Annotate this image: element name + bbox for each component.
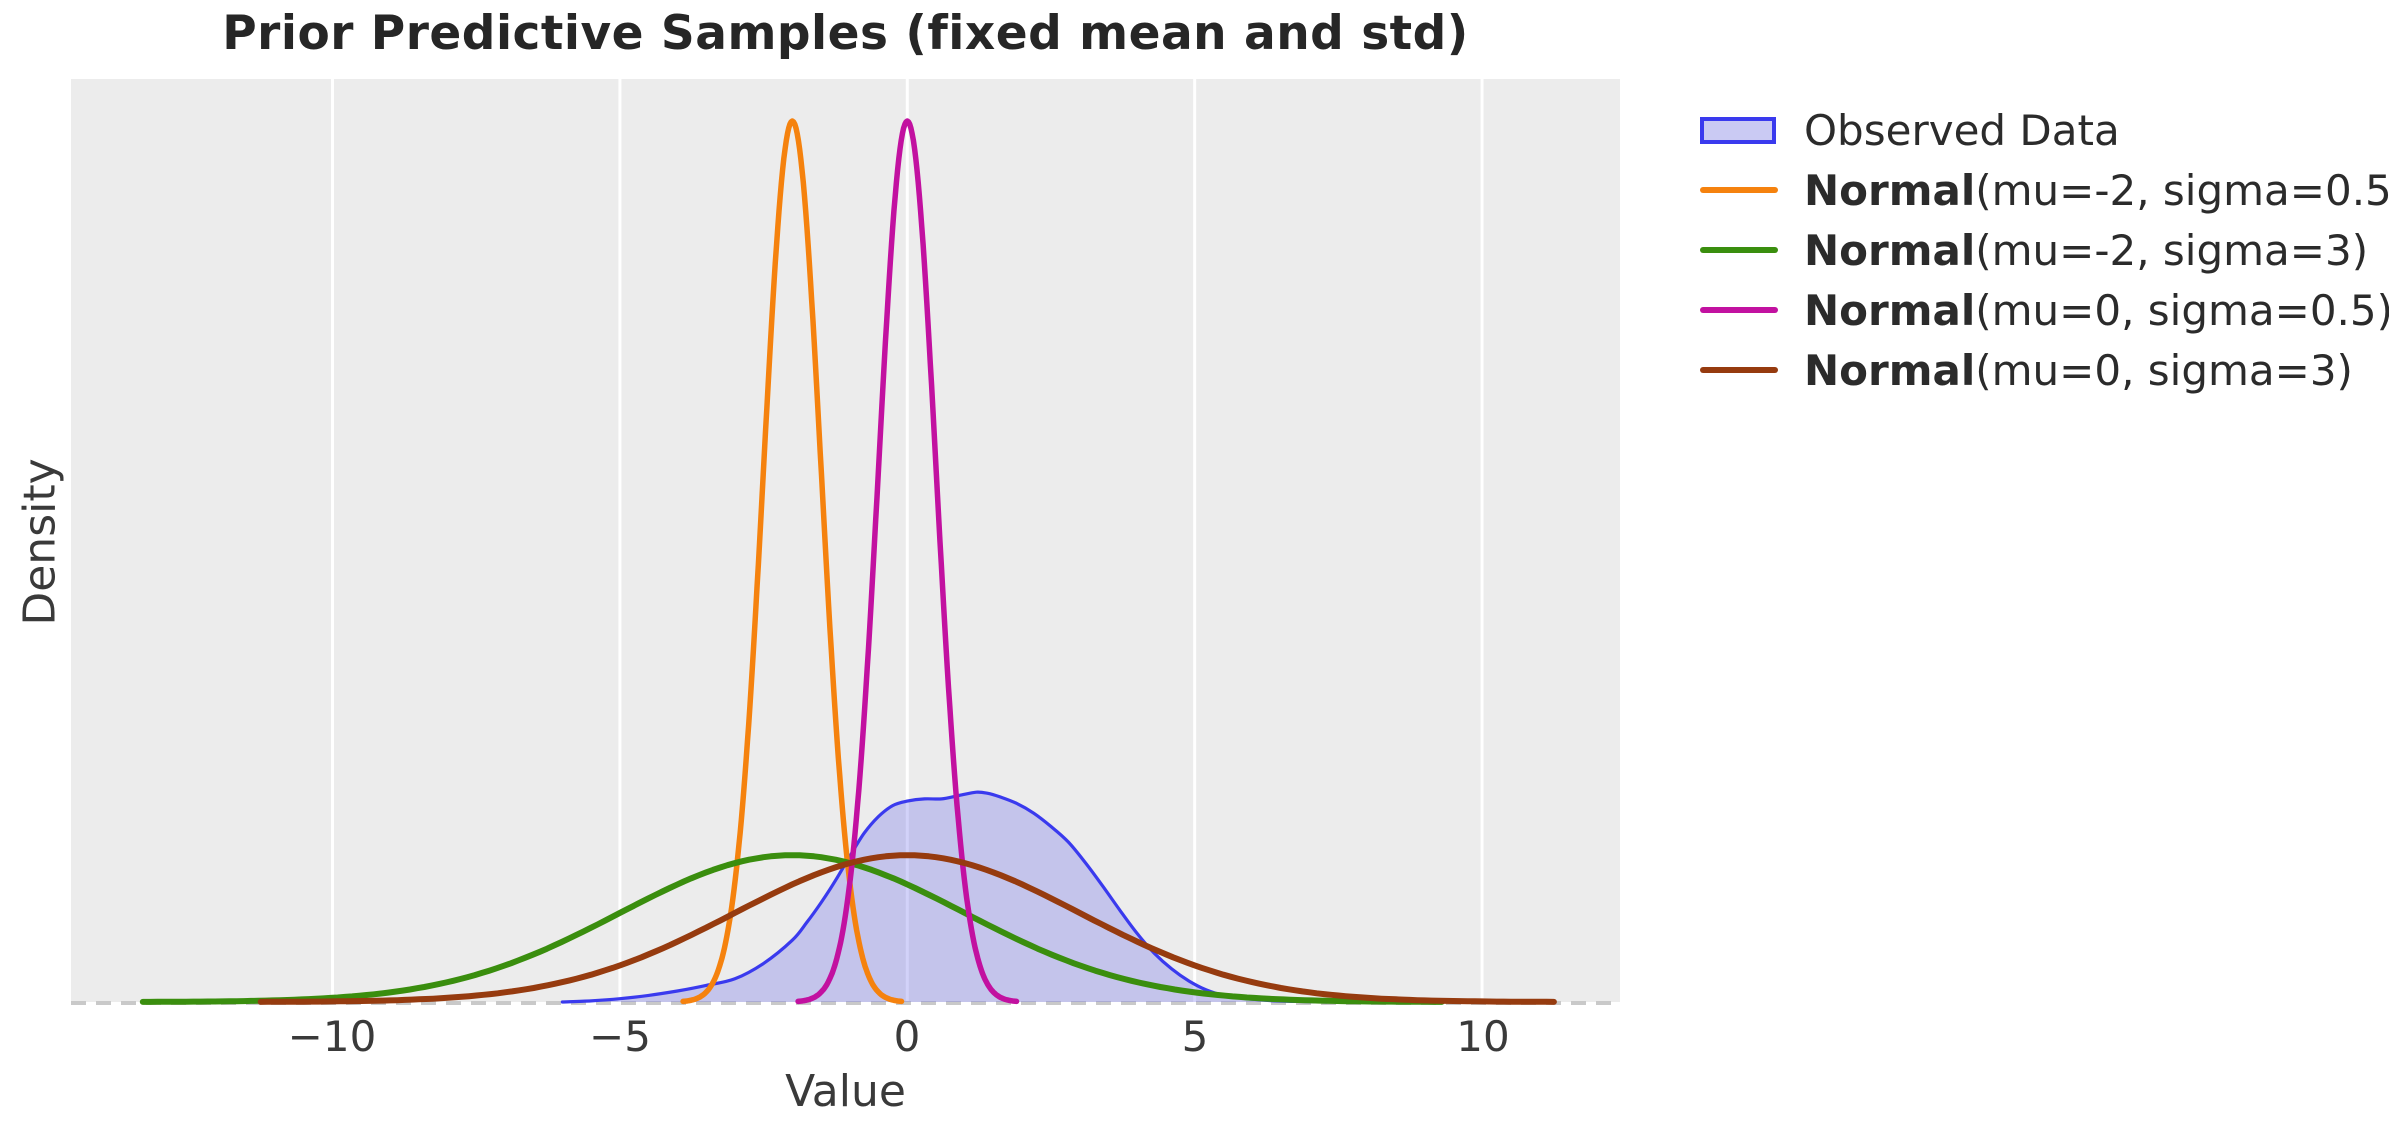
legend-label: Normal(mu=0, sigma=3)	[1804, 346, 2353, 395]
legend-label-bold: Normal	[1804, 165, 1976, 215]
legend-label-rest: (mu=-2, sigma=3)	[1975, 225, 2369, 275]
legend-item-normal-1: Normal(mu=-2, sigma=0.5)	[1700, 160, 2389, 220]
curve-normal-mu-neg2-sigma-0p5	[680, 118, 905, 1005]
brown-line-icon	[1700, 367, 1778, 373]
observed-data-patch-icon	[1700, 116, 1776, 144]
legend-item-normal-2: Normal(mu=-2, sigma=3)	[1700, 220, 2389, 280]
legend-swatch-cell	[1700, 307, 1778, 313]
green-line-icon	[1700, 247, 1778, 253]
legend-label: Normal(mu=-2, sigma=0.5)	[1804, 166, 2389, 215]
legend-label-rest: Observed Data	[1804, 105, 2120, 155]
legend-item-observed-data: Observed Data	[1700, 100, 2389, 160]
curve-normal-mu-0-sigma-0p5	[795, 118, 1020, 1005]
plot-svg	[71, 79, 1620, 1005]
legend-label-rest: (mu=0, sigma=3)	[1975, 345, 2353, 395]
legend: Observed Data Normal(mu=-2, sigma=0.5) N…	[1700, 100, 2389, 400]
legend-label: Observed Data	[1804, 106, 2120, 155]
orange-line-icon	[1700, 187, 1778, 193]
x-tick-label: 5	[1181, 1012, 1209, 1061]
curve-observed-data-fill	[562, 792, 1327, 1002]
curve-normal-mu-0-sigma-3	[257, 852, 1557, 1005]
legend-swatch-cell	[1700, 247, 1778, 253]
legend-label-bold: Normal	[1804, 285, 1976, 335]
magenta-line-icon	[1700, 307, 1778, 313]
curve-observed-data-edge	[560, 790, 1329, 1004]
x-tick-label: −5	[589, 1012, 651, 1061]
legend-swatch-cell	[1700, 367, 1778, 373]
legend-label: Normal(mu=-2, sigma=3)	[1804, 226, 2368, 275]
legend-item-normal-3: Normal(mu=0, sigma=0.5)	[1700, 280, 2389, 340]
x-axis-label: Value	[785, 1066, 906, 1117]
y-axis-label: Density	[14, 458, 66, 626]
legend-label-rest: (mu=0, sigma=0.5)	[1975, 285, 2389, 335]
legend-label: Normal(mu=0, sigma=0.5)	[1804, 286, 2389, 335]
x-tick-label: 10	[1456, 1012, 1510, 1061]
chart-title: Prior Predictive Samples (fixed mean and…	[222, 6, 1469, 61]
x-tick-label: −10	[287, 1012, 377, 1061]
legend-label-bold: Normal	[1804, 345, 1976, 395]
legend-swatch-cell	[1700, 187, 1778, 193]
curve-normal-mu-neg2-sigma-3	[139, 852, 1445, 1005]
legend-swatch-cell	[1700, 116, 1778, 144]
legend-label-bold: Normal	[1804, 225, 1976, 275]
legend-label-rest: (mu=-2, sigma=0.5)	[1975, 165, 2389, 215]
x-tick-label: 0	[893, 1012, 921, 1061]
legend-item-normal-4: Normal(mu=0, sigma=3)	[1700, 340, 2389, 400]
